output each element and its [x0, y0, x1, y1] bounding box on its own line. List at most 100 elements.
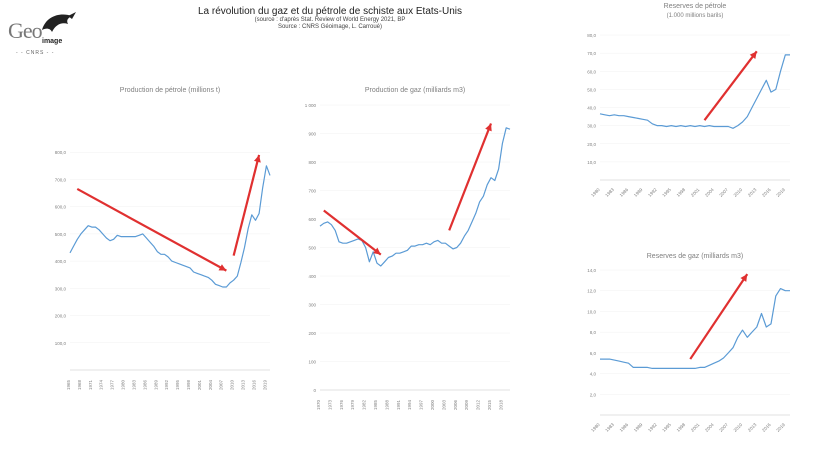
- y-tick-label: 70,0: [587, 51, 596, 56]
- trend-arrow: [689, 273, 749, 360]
- y-tick-label: 800,0: [55, 150, 67, 155]
- dolphin-logo-icon: [42, 12, 76, 33]
- chart-title: Production de pétrole (millions t): [120, 87, 220, 94]
- x-tick-label: 2007: [219, 380, 224, 391]
- y-tick-label: 8,0: [590, 330, 597, 335]
- y-tick-label: 14,0: [587, 268, 596, 273]
- trend-arrow-head: [749, 51, 757, 60]
- trend-arrow-head: [218, 264, 227, 271]
- trend-arrow-shaft: [76, 188, 227, 272]
- x-tick-label: 2004: [704, 422, 715, 433]
- y-tick-label: 500,0: [55, 232, 67, 237]
- x-tick-label: 1989: [633, 422, 644, 433]
- trend-arrow: [323, 209, 382, 256]
- trend-arrow: [232, 154, 261, 256]
- y-tick-label: 600,0: [55, 205, 67, 210]
- x-tick-label: 2003: [441, 400, 446, 411]
- source-line-2: Source : CNRS Géoimage, L. Carroué): [277, 24, 383, 30]
- y-tick-label: 10,0: [587, 160, 596, 165]
- x-tick-label: 1998: [676, 187, 687, 198]
- x-tick-label: 1995: [175, 380, 180, 391]
- x-tick-label: 1977: [110, 380, 115, 391]
- x-tick-label: 1995: [661, 422, 672, 433]
- x-tick-label: 2000: [430, 400, 435, 411]
- trend-arrow: [76, 188, 227, 272]
- x-tick-label: 1983: [604, 422, 615, 433]
- y-tick-label: 700: [308, 189, 316, 194]
- y-tick-label: 700,0: [55, 177, 67, 182]
- x-tick-label: 1988: [384, 400, 389, 411]
- source-line-1: (source : d'après Stat. Review of World …: [254, 17, 406, 23]
- y-tick-label: 400,0: [55, 259, 67, 264]
- x-tick-label: 2019: [262, 380, 267, 391]
- x-tick-label: 2001: [690, 422, 701, 433]
- x-tick-label: 2007: [718, 422, 729, 433]
- y-tick-label: 6,0: [590, 351, 597, 356]
- trend-arrow-shaft: [689, 273, 749, 360]
- x-tick-label: 1976: [339, 400, 344, 411]
- x-tick-label: 1980: [121, 380, 126, 391]
- series-line: [600, 287, 790, 369]
- x-tick-label: 1989: [153, 380, 158, 391]
- oil-reserves-chart: Reserves de pétrole (1.000 millions baril…: [587, 3, 790, 198]
- x-tick-label: 2009: [464, 400, 469, 411]
- series-line: [319, 127, 511, 267]
- y-tick-label: 40,0: [587, 106, 596, 111]
- oil-production-chart: Production de pétrole (millions t) 100,0 2…: [55, 87, 271, 391]
- trend-arrow: [703, 50, 758, 121]
- trend-arrow-head: [485, 123, 492, 132]
- chart-subtitle: (1.000 millions barils): [667, 13, 724, 19]
- y-tick-label: 12,0: [587, 289, 596, 294]
- y-tick-label: 200: [308, 331, 316, 336]
- logo-cnrs-text: - - CNRS - -: [16, 50, 55, 56]
- trend-arrow: [448, 123, 493, 231]
- x-tick-label: 1997: [419, 400, 424, 411]
- x-tick-label: 1965: [66, 380, 71, 391]
- y-tick-label: 20,0: [587, 142, 596, 147]
- x-tick-label: 2007: [718, 187, 729, 198]
- geoimage-logo: Geo image - - CNRS - -: [4, 4, 94, 64]
- x-tick-label: 2010: [230, 380, 235, 391]
- main-title: La révolution du gaz et du pétrole de sc…: [197, 6, 463, 17]
- y-tick-label: 400: [308, 274, 316, 279]
- y-tick-label: 300,0: [55, 286, 67, 291]
- y-tick-label: 30,0: [587, 124, 596, 129]
- chart-title: Reserves de pétrole: [664, 3, 727, 10]
- x-tick-label: 2006: [453, 400, 458, 411]
- x-tick-label: 1986: [619, 422, 630, 433]
- x-tick-label: 2004: [208, 380, 213, 391]
- x-tick-label: 1992: [647, 422, 658, 433]
- x-tick-label: 2004: [704, 187, 715, 198]
- y-tick-label: 100,0: [55, 341, 67, 346]
- x-tick-label: 2010: [733, 422, 744, 433]
- x-tick-label: 1992: [647, 187, 658, 198]
- x-tick-label: 2015: [487, 400, 492, 411]
- x-tick-label: 1989: [633, 187, 644, 198]
- x-tick-label: 2013: [747, 187, 758, 198]
- x-tick-label: 1983: [604, 187, 615, 198]
- x-tick-label: 1970: [316, 400, 321, 411]
- x-tick-label: 1998: [676, 422, 687, 433]
- gas-reserves-chart: Reserves de gaz (milliards m3) 2,0 4,0 6,0 8…: [587, 253, 790, 433]
- x-tick-label: 2012: [476, 400, 481, 411]
- x-tick-label: 2016: [761, 187, 772, 198]
- x-tick-label: 2018: [498, 400, 503, 411]
- x-tick-label: 2013: [241, 380, 246, 391]
- y-tick-label: 4,0: [590, 372, 597, 377]
- y-tick-label: 50,0: [587, 87, 596, 92]
- y-tick-label: 0: [313, 388, 316, 393]
- y-tick-label: 200,0: [55, 314, 67, 319]
- x-tick-label: 1983: [131, 380, 136, 391]
- y-tick-label: 100: [308, 360, 316, 365]
- x-tick-label: 1992: [164, 380, 169, 391]
- title-block: La révolution du gaz et du pétrole de sc…: [130, 6, 530, 31]
- x-tick-label: 1991: [396, 400, 401, 411]
- x-tick-label: 2013: [747, 422, 758, 433]
- x-tick-label: 2016: [251, 380, 256, 391]
- x-tick-label: 1995: [661, 187, 672, 198]
- trend-arrow-shaft: [703, 50, 758, 121]
- y-tick-label: 60,0: [587, 69, 596, 74]
- x-tick-label: 2010: [733, 187, 744, 198]
- gas-production-chart: Production de gaz (milliards m3)01002003…: [305, 87, 511, 411]
- x-tick-label: 1998: [186, 380, 191, 391]
